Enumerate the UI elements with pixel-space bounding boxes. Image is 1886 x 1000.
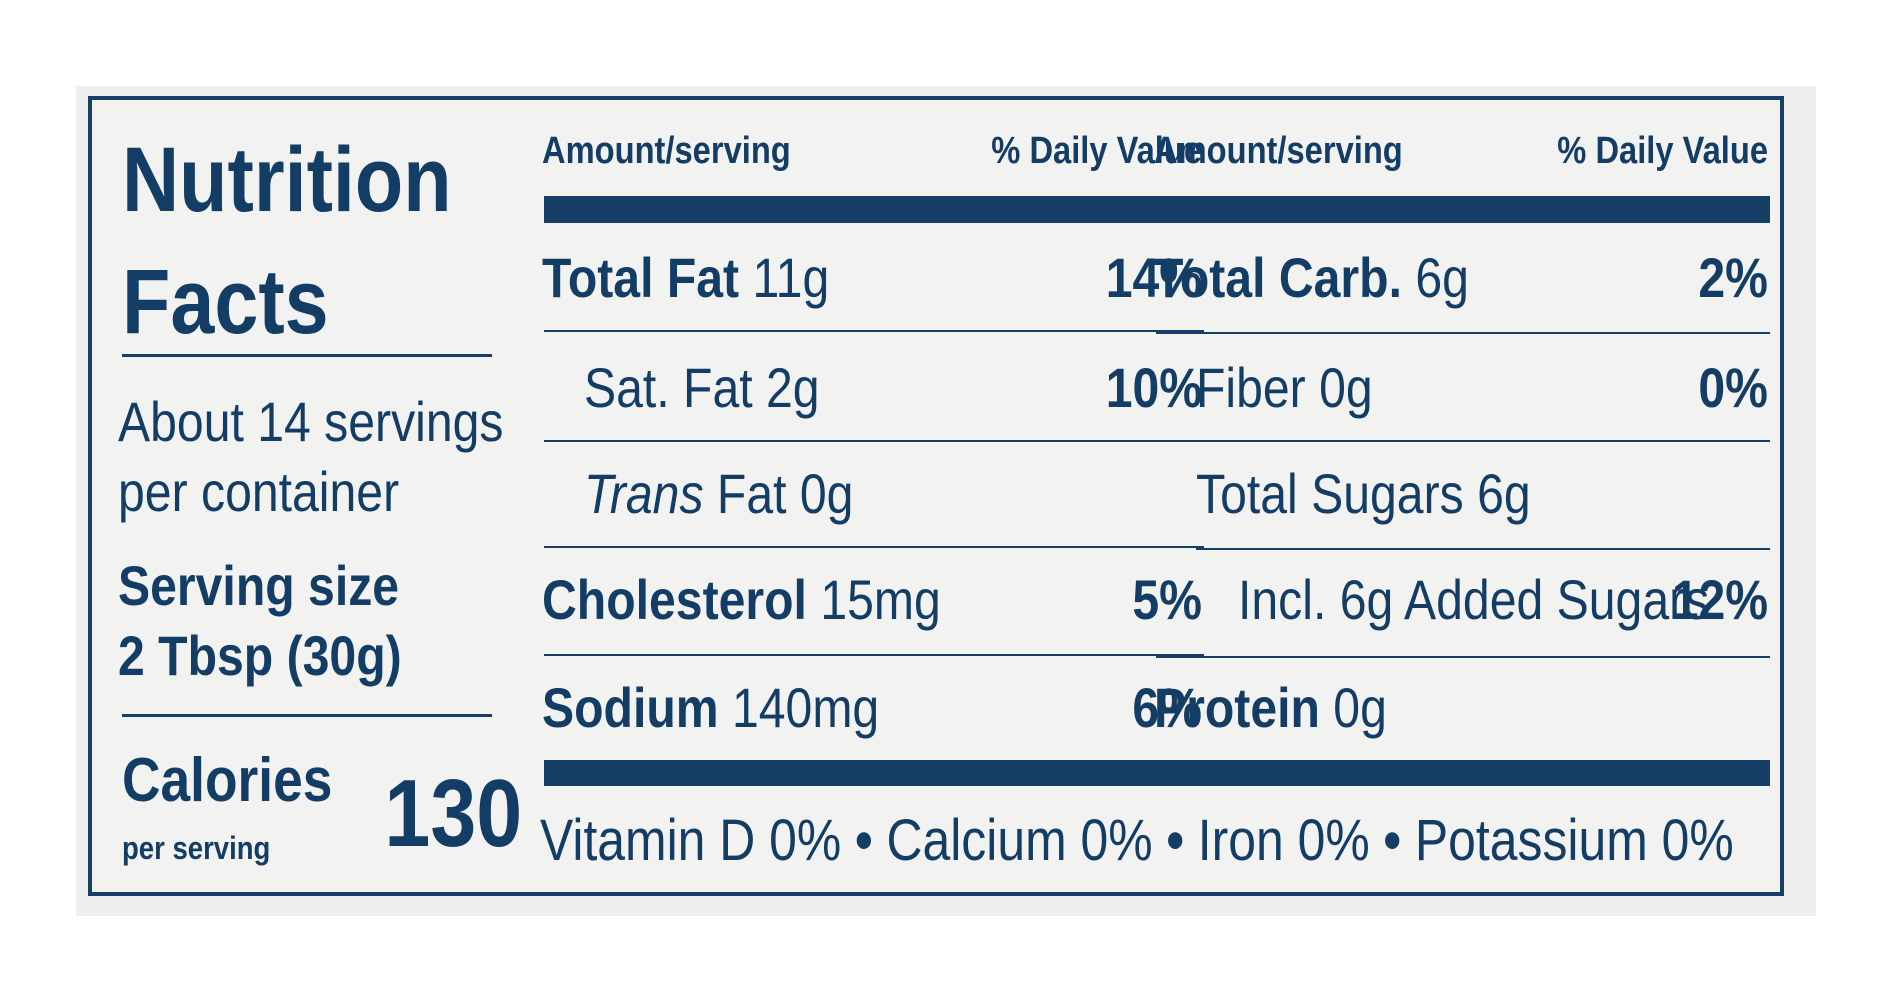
vitamin-d: Vitamin D 0% — [540, 808, 842, 873]
nutrient-name: Trans — [584, 462, 704, 525]
title-nutrition: Nutrition — [122, 129, 452, 231]
serving-size-value: 2 Tbsp (30g) — [118, 624, 402, 687]
left-row-sodium: Sodium 140mg — [542, 680, 934, 736]
right-row-fiber-dv: 0% — [1698, 356, 1768, 419]
left-row-total-fat-dv: 14% — [1105, 246, 1202, 309]
right-row-divider — [1156, 656, 1770, 658]
left-row-sat-fat-dv: 10% — [1105, 356, 1202, 419]
servings-line2: per container — [118, 460, 400, 523]
left-divider-bottom — [122, 714, 492, 717]
nutrient-amount: 6g — [1477, 462, 1531, 525]
right-row-divider — [1196, 548, 1770, 550]
nutrient-name: Sat. Fat — [584, 356, 753, 419]
left-row-divider — [544, 654, 1204, 656]
right-dv-header: % Daily Value — [1557, 130, 1768, 172]
separator-dot: • — [855, 808, 873, 873]
nutrient-name: Cholesterol — [542, 568, 807, 631]
nutrition-facts-panel: Nutrition Facts About 14 servings per co… — [88, 96, 1784, 896]
servings-line1: About 14 servings — [118, 390, 504, 453]
nutrient-name: Total Sugars — [1196, 462, 1464, 525]
right-footer-bar — [1156, 760, 1770, 786]
right-row-added-sugars-dv: 12% — [1671, 568, 1768, 631]
right-row-total-carb-dv: 2% — [1698, 246, 1768, 309]
nutrient-amount: Fat 0g — [716, 462, 854, 525]
potassium: Potassium 0% — [1414, 808, 1734, 873]
calories-label: Calories — [122, 746, 333, 815]
iron: Iron 0% — [1197, 808, 1370, 873]
calcium: Calcium 0% — [886, 808, 1153, 873]
vitamins-footer: Vitamin D 0% • Calcium 0% • Iron 0% • Po… — [540, 812, 1886, 870]
calories-value: 130 — [384, 760, 523, 867]
left-row-total-fat: Total Fat 11g — [542, 250, 876, 306]
right-row-divider — [1156, 440, 1770, 442]
separator-dot: • — [1383, 808, 1402, 873]
left-footer-bar — [544, 760, 1204, 786]
left-row-divider — [544, 440, 1204, 442]
title-facts: Facts — [122, 251, 329, 353]
nutrient-name: Protein — [1154, 676, 1320, 739]
left-row-sat-fat: Sat. Fat 2g — [584, 360, 858, 416]
calories-sub: per serving — [122, 830, 271, 866]
nutrient-name: Total Fat — [542, 246, 740, 309]
left-row-sodium-dv: 6% — [1132, 676, 1202, 739]
separator-dot: • — [1166, 808, 1184, 873]
nutrient-name: Total Carb. — [1154, 246, 1402, 309]
left-row-divider — [544, 330, 1204, 332]
right-row-divider — [1156, 332, 1770, 334]
left-row-trans-fat: Trans Fat 0g — [584, 466, 897, 522]
right-row-fiber: Fiber 0g — [1196, 360, 1401, 416]
nutrient-amount: 0g — [1319, 356, 1373, 419]
nutrient-amount: 15mg — [820, 568, 941, 631]
nutrient-name: Fiber — [1196, 356, 1306, 419]
nutrient-amount: 140mg — [731, 676, 880, 739]
left-row-cholesterol-dv: 5% — [1132, 568, 1202, 631]
nutrient-amount: 11g — [752, 246, 830, 309]
nutrient-amount: 2g — [766, 356, 820, 419]
nutrient-amount: 0g — [1333, 676, 1387, 739]
right-row-added-sugars: Incl. 6g Added Sugars — [1238, 572, 1786, 628]
right-row-protein: Protein 0g — [1154, 680, 1425, 736]
nutrient-name: Incl. 6g Added Sugars — [1238, 568, 1710, 631]
left-header-bar — [544, 196, 1204, 223]
right-row-total-carb: Total Carb. 6g — [1154, 250, 1520, 306]
serving-size-label: Serving size — [118, 554, 400, 617]
right-header-bar — [1156, 196, 1770, 223]
left-divider-top — [122, 354, 492, 357]
nutrient-name: Sodium — [542, 676, 719, 739]
right-row-total-sugars: Total Sugars 6g — [1196, 466, 1585, 522]
right-amount-header: Amount/serving — [1154, 130, 1403, 172]
left-dv-header: % Daily Value — [991, 130, 1202, 172]
nutrient-amount: 6g — [1415, 246, 1469, 309]
left-amount-header: Amount/serving — [542, 130, 791, 172]
left-row-divider — [544, 546, 1204, 548]
left-row-cholesterol: Cholesterol 15mg — [542, 572, 1006, 628]
